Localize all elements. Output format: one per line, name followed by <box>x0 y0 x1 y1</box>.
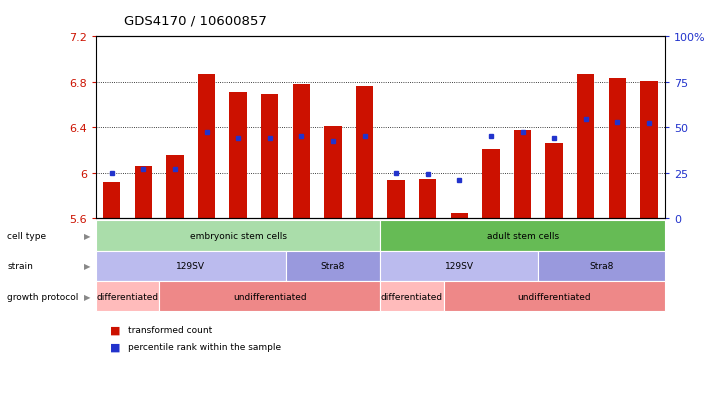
Text: differentiated: differentiated <box>381 292 443 301</box>
Text: undifferentiated: undifferentiated <box>518 292 591 301</box>
Bar <box>545 144 563 219</box>
Bar <box>230 93 247 219</box>
Bar <box>198 75 215 219</box>
Bar <box>482 150 500 219</box>
Text: growth protocol: growth protocol <box>7 292 78 301</box>
Bar <box>356 87 373 219</box>
Bar <box>134 167 152 219</box>
Text: adult stem cells: adult stem cells <box>486 232 559 240</box>
Text: cell type: cell type <box>7 232 46 240</box>
Text: ▶: ▶ <box>84 232 91 240</box>
Bar <box>514 131 531 219</box>
Text: GDS4170 / 10600857: GDS4170 / 10600857 <box>124 14 267 27</box>
Bar <box>166 155 183 219</box>
Text: transformed count: transformed count <box>128 325 212 335</box>
Text: undifferentiated: undifferentiated <box>233 292 306 301</box>
Text: ▶: ▶ <box>84 262 91 271</box>
Bar <box>387 180 405 219</box>
Bar <box>293 85 310 219</box>
Bar <box>451 213 468 219</box>
Bar <box>577 75 594 219</box>
Text: ■: ■ <box>110 342 121 351</box>
Text: Stra8: Stra8 <box>589 262 614 271</box>
Text: strain: strain <box>7 262 33 271</box>
Bar <box>103 183 120 219</box>
Bar <box>261 95 279 219</box>
Text: 129SV: 129SV <box>176 262 205 271</box>
Bar <box>641 81 658 219</box>
Text: ■: ■ <box>110 325 121 335</box>
Text: Stra8: Stra8 <box>321 262 345 271</box>
Text: 129SV: 129SV <box>445 262 474 271</box>
Text: differentiated: differentiated <box>97 292 159 301</box>
Text: percentile rank within the sample: percentile rank within the sample <box>128 342 281 351</box>
Bar <box>609 79 626 219</box>
Text: ▶: ▶ <box>84 292 91 301</box>
Bar <box>324 127 342 219</box>
Text: embryonic stem cells: embryonic stem cells <box>190 232 287 240</box>
Bar <box>419 179 437 219</box>
